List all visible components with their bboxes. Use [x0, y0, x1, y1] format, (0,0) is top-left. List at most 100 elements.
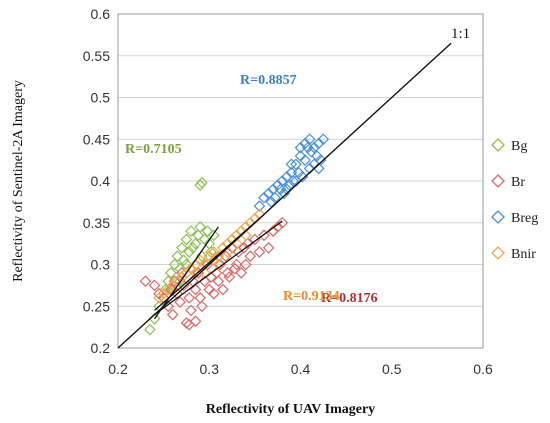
data-point-br — [166, 308, 179, 321]
data-point-br — [196, 300, 208, 313]
data-point-br — [168, 275, 181, 288]
data-point-bg — [205, 246, 217, 258]
data-point-bg — [207, 229, 220, 242]
data-point-br — [139, 275, 152, 288]
fit-line-br — [154, 220, 283, 316]
data-point-br — [171, 287, 184, 300]
fit-line-bg — [153, 226, 219, 320]
plot-area — [117, 13, 484, 349]
data-point-br — [194, 292, 206, 304]
data-point-bg — [176, 241, 188, 254]
data-point-br — [235, 267, 248, 279]
data-point-br — [183, 292, 196, 304]
r-label-bg: R=0.7105 — [125, 142, 182, 157]
legend-label-bnir: Bnir — [511, 247, 536, 262]
data-point-bg — [192, 229, 205, 242]
y-axis-label: Reflectivity of Sentinel-2A Imagery — [11, 80, 26, 282]
data-point-breg — [262, 187, 275, 200]
data-point-br — [174, 296, 186, 308]
y-tick-label: 0.25 — [83, 298, 110, 314]
y-tick-label: 0.35 — [83, 215, 110, 231]
data-point-bg — [165, 267, 177, 279]
legend-marker-br — [491, 174, 505, 188]
y-tick-label: 0.6 — [91, 6, 111, 22]
y-tick-label: 0.55 — [83, 48, 110, 64]
y-tick-label: 0.45 — [83, 131, 110, 147]
data-point-breg — [296, 170, 309, 183]
reference-line: 1:1 — [117, 26, 470, 349]
data-point-bnir — [153, 292, 165, 304]
data-point-breg — [271, 179, 284, 192]
data-point-br — [148, 279, 161, 292]
data-point-breg — [305, 145, 318, 158]
data-point-br — [244, 250, 257, 262]
data-point-breg — [253, 200, 266, 212]
data-point-bnir — [189, 258, 202, 271]
data-point-breg — [314, 154, 327, 166]
data-point-bg — [144, 323, 156, 336]
data-point-breg — [317, 133, 330, 146]
data-point-br — [207, 287, 220, 300]
x-tick-label: 0.3 — [200, 361, 220, 377]
data-point-bg — [194, 179, 206, 192]
y-tick-label: 0.4 — [91, 173, 111, 189]
data-point-br — [228, 262, 241, 275]
r-label-breg: R=0.8857 — [240, 73, 297, 88]
data-point-br — [258, 229, 270, 242]
legend-label-bg: Bg — [511, 139, 527, 154]
data-point-bnir — [157, 287, 170, 300]
tick-labels: 0.2 0.25 0.3 0.35 0.4 0.45 0.5 0.55 0.6 0.2 0.3 0.4… — [83, 6, 493, 377]
data-point-bg — [186, 241, 199, 254]
data-point-bnir — [180, 267, 193, 279]
r-label-bnir: R=0.9134 — [283, 289, 340, 304]
data-point-bg — [201, 225, 214, 237]
data-point-breg — [290, 158, 302, 171]
data-point-bg — [185, 225, 197, 237]
data-point-br — [176, 267, 188, 279]
data-point-br — [249, 233, 261, 246]
x-tick-label: 0.2 — [108, 361, 128, 377]
data-point-br — [276, 216, 289, 229]
data-point-br — [230, 258, 243, 271]
data-point-bnir — [162, 283, 175, 296]
data-point-breg — [258, 191, 270, 204]
legend-label-breg: Breg — [511, 211, 538, 226]
data-point-br — [262, 241, 275, 254]
data-point-br — [212, 275, 225, 288]
data-point-bg — [183, 246, 196, 258]
x-tick-label: 0.5 — [382, 361, 402, 377]
legend-label-br: Br — [511, 175, 525, 190]
y-tick-label: 0.3 — [91, 257, 111, 273]
data-point-br — [221, 267, 234, 279]
data-point-bg — [189, 237, 202, 250]
data-point-bnir — [166, 279, 179, 292]
one-to-one-label: 1:1 — [451, 26, 470, 42]
data-point-br — [185, 304, 197, 317]
y-tick-label: 0.2 — [91, 340, 111, 356]
data-point-bnir — [212, 258, 225, 271]
data-point-br — [189, 283, 202, 296]
data-point-br — [223, 271, 236, 283]
data-point-bg — [194, 221, 206, 233]
legend-marker-bg — [491, 138, 505, 152]
data-point-bg — [168, 258, 181, 271]
data-point-br — [217, 283, 229, 296]
data-point-breg — [299, 154, 311, 166]
data-point-br — [189, 315, 202, 328]
x-tick-label: 0.6 — [473, 361, 493, 377]
legend-marker-bnir — [491, 246, 505, 260]
data-point-breg — [312, 137, 325, 150]
data-point-breg — [280, 170, 293, 183]
data-point-breg — [287, 175, 300, 187]
data-point-bg — [171, 250, 184, 262]
data-point-br — [239, 258, 252, 271]
legend-marker-breg — [491, 210, 505, 224]
r-labels: R=0.7105 R=0.8176 R=0.8857 R=0.9134 — [125, 73, 378, 306]
legend: Bg Br Breg Bnir — [491, 138, 538, 262]
data-point-breg — [308, 141, 321, 154]
data-point-br — [241, 237, 254, 250]
data-point-breg — [278, 187, 290, 200]
x-tick-label: 0.4 — [291, 361, 311, 377]
data-point-bg — [196, 176, 208, 189]
